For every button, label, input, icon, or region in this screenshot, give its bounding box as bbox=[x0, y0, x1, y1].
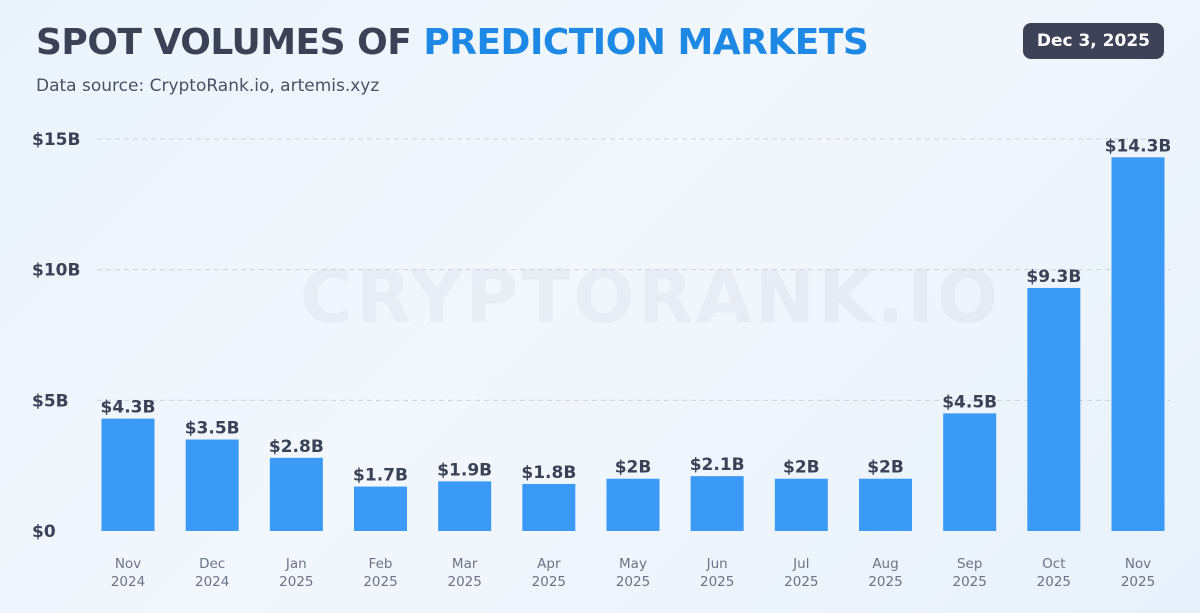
x-tick-label-year: 2024 bbox=[195, 574, 229, 590]
x-tick-label-month: Mar bbox=[452, 556, 478, 572]
x-tick-label-month: Aug bbox=[872, 556, 898, 572]
y-tick-label: $10B bbox=[32, 261, 80, 281]
data-label: $9.3B bbox=[1026, 267, 1081, 287]
data-label: $4.5B bbox=[942, 392, 997, 412]
bar bbox=[438, 481, 492, 531]
x-tick-label-year: 2025 bbox=[616, 574, 650, 590]
x-tick-label-month: Jan bbox=[285, 556, 307, 572]
bar bbox=[1027, 287, 1081, 531]
x-tick-label-year: 2024 bbox=[111, 574, 145, 590]
x-tick-label-year: 2025 bbox=[1037, 574, 1071, 590]
x-tick-label-year: 2025 bbox=[363, 574, 397, 590]
x-tick-label-year: 2025 bbox=[952, 574, 986, 590]
x-tick-label-month: Jul bbox=[792, 556, 809, 572]
bar bbox=[1111, 157, 1165, 531]
x-tick-label-month: Nov bbox=[115, 556, 141, 572]
x-tick-label-month: Apr bbox=[537, 556, 561, 572]
x-tick-label-month: Jun bbox=[706, 556, 728, 572]
x-tick-label-year: 2025 bbox=[1121, 574, 1155, 590]
watermark: CRYPTORANK.IO bbox=[300, 255, 1001, 339]
title-main: SPOT VOLUMES OF bbox=[36, 22, 412, 63]
bar bbox=[690, 476, 744, 531]
bar bbox=[185, 439, 239, 531]
bar bbox=[522, 483, 576, 531]
y-tick-label: $5B bbox=[32, 391, 69, 411]
x-tick-label-month: May bbox=[619, 556, 647, 572]
data-label: $1.8B bbox=[521, 463, 576, 483]
data-label: $2B bbox=[615, 458, 652, 478]
bar bbox=[269, 457, 323, 531]
data-label: $4.3B bbox=[101, 398, 156, 418]
x-tick-label-year: 2025 bbox=[784, 574, 818, 590]
date-badge: Dec 3, 2025 bbox=[1022, 23, 1164, 59]
x-tick-label-year: 2025 bbox=[279, 574, 313, 590]
data-label: $14.3B bbox=[1105, 136, 1172, 156]
title-accent: PREDICTION MARKETS bbox=[423, 22, 869, 63]
data-label: $2B bbox=[783, 458, 820, 478]
x-tick-label-month: Nov bbox=[1125, 556, 1151, 572]
data-label: $2.1B bbox=[690, 455, 745, 475]
data-label: $2B bbox=[867, 458, 904, 478]
bar bbox=[606, 478, 660, 531]
x-tick-label-year: 2025 bbox=[447, 574, 481, 590]
data-label: $2.8B bbox=[269, 437, 324, 457]
data-source-subtitle: Data source: CryptoRank.io, artemis.xyz bbox=[36, 76, 380, 96]
y-tick-label: $0 bbox=[32, 522, 56, 542]
data-label: $1.9B bbox=[437, 460, 492, 480]
bar bbox=[774, 478, 828, 531]
x-tick-label-month: Dec bbox=[199, 556, 225, 572]
x-tick-label-month: Sep bbox=[957, 556, 982, 572]
x-tick-label-year: 2025 bbox=[532, 574, 566, 590]
bar bbox=[354, 486, 407, 531]
bar bbox=[101, 418, 155, 531]
page-title: SPOT VOLUMES OF PREDICTION MARKETS bbox=[36, 22, 869, 63]
x-tick-label-year: 2025 bbox=[868, 574, 902, 590]
x-tick-label-month: Oct bbox=[1042, 556, 1065, 572]
x-tick-label-year: 2025 bbox=[700, 574, 734, 590]
bar bbox=[859, 478, 912, 531]
bar bbox=[943, 413, 997, 531]
data-label: $3.5B bbox=[185, 419, 240, 439]
data-label: $1.7B bbox=[353, 466, 408, 486]
x-tick-label-month: Feb bbox=[369, 556, 393, 572]
y-tick-label: $15B bbox=[32, 130, 80, 150]
